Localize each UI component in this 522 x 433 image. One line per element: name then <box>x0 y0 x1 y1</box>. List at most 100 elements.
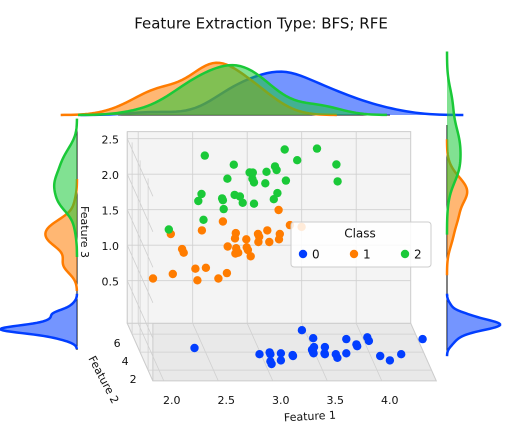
point <box>353 342 362 351</box>
point <box>281 176 291 185</box>
point <box>261 179 270 188</box>
kde-curve <box>0 293 79 350</box>
z-tick-label: 2.5 <box>102 134 120 147</box>
kde-fill <box>447 293 501 357</box>
point <box>193 276 202 285</box>
point <box>230 234 240 243</box>
kde-fill <box>45 179 77 291</box>
y-tick-label: 6 <box>114 337 121 350</box>
point <box>276 349 286 358</box>
legend-label: 1 <box>363 248 371 262</box>
grid-line <box>126 209 154 268</box>
point <box>219 204 228 214</box>
y-tick-label: 4 <box>122 355 129 368</box>
point <box>270 162 280 171</box>
point <box>168 269 177 279</box>
point <box>376 351 385 361</box>
point <box>148 274 158 283</box>
point <box>201 263 211 272</box>
point <box>231 249 240 258</box>
point <box>342 334 351 344</box>
point <box>320 349 329 358</box>
x-tick-label: 3.0 <box>272 394 290 407</box>
point <box>199 215 208 224</box>
x-tick-label: 2.5 <box>218 394 236 407</box>
point <box>385 356 395 365</box>
point <box>177 244 187 254</box>
point <box>333 177 342 186</box>
point <box>265 348 274 357</box>
point <box>230 190 239 200</box>
point <box>214 274 223 283</box>
grid-line <box>126 138 154 197</box>
point <box>263 226 272 235</box>
point <box>320 342 330 352</box>
legend-title: Class <box>344 227 376 241</box>
y-axis-label: Feature 2 <box>85 354 121 406</box>
z-axis-label: Feature 3 <box>78 206 91 258</box>
point <box>307 345 317 354</box>
point <box>262 167 271 176</box>
point <box>309 334 318 343</box>
legend-label: 0 <box>312 248 320 262</box>
point <box>364 336 374 346</box>
kde-fill <box>0 293 77 350</box>
grid-line <box>126 280 154 339</box>
point <box>293 156 302 165</box>
point <box>200 151 209 160</box>
kde-fill <box>447 51 461 235</box>
point <box>333 353 342 362</box>
point <box>269 195 278 204</box>
point <box>243 245 253 255</box>
point <box>197 226 207 235</box>
point <box>249 199 259 208</box>
point <box>246 252 255 261</box>
point <box>245 168 254 177</box>
point <box>276 356 286 365</box>
legend-marker <box>298 249 308 259</box>
kde-fill <box>54 118 77 257</box>
point <box>249 178 259 187</box>
point <box>267 359 276 369</box>
point <box>222 268 232 278</box>
point <box>223 174 232 183</box>
point <box>397 350 406 359</box>
point <box>418 334 427 344</box>
kde-curve <box>445 51 462 235</box>
z-tick-label: 2.0 <box>102 169 120 182</box>
point <box>253 229 263 239</box>
x-tick-label: 4.0 <box>381 394 399 407</box>
point <box>238 198 247 207</box>
point <box>273 188 282 198</box>
x-tick-label: 3.5 <box>327 394 345 407</box>
point <box>312 144 322 153</box>
point <box>217 194 227 203</box>
point <box>288 351 298 361</box>
point <box>164 225 173 234</box>
grid-line <box>126 245 154 303</box>
point <box>223 242 232 251</box>
z-tick-label: 1.0 <box>102 240 120 253</box>
point <box>274 205 283 215</box>
chart-title: Feature Extraction Type: BFS; RFE <box>134 15 388 33</box>
kde-curve <box>445 293 502 357</box>
z-tick-label: 0.5 <box>102 276 120 289</box>
legend-marker <box>400 249 410 259</box>
point <box>242 235 251 244</box>
point <box>342 349 351 358</box>
point <box>297 326 307 335</box>
point <box>275 229 284 239</box>
point <box>255 350 264 359</box>
x-tick-label: 2.0 <box>163 394 181 407</box>
x-axis-label: Feature 1 <box>284 409 337 425</box>
legend-marker <box>349 249 359 259</box>
point <box>194 196 203 206</box>
point <box>218 217 228 226</box>
point <box>265 237 274 247</box>
point <box>191 264 200 273</box>
kde-curve <box>52 118 79 257</box>
point <box>280 145 289 154</box>
kde-fill <box>78 65 387 115</box>
grid-line <box>126 174 154 232</box>
